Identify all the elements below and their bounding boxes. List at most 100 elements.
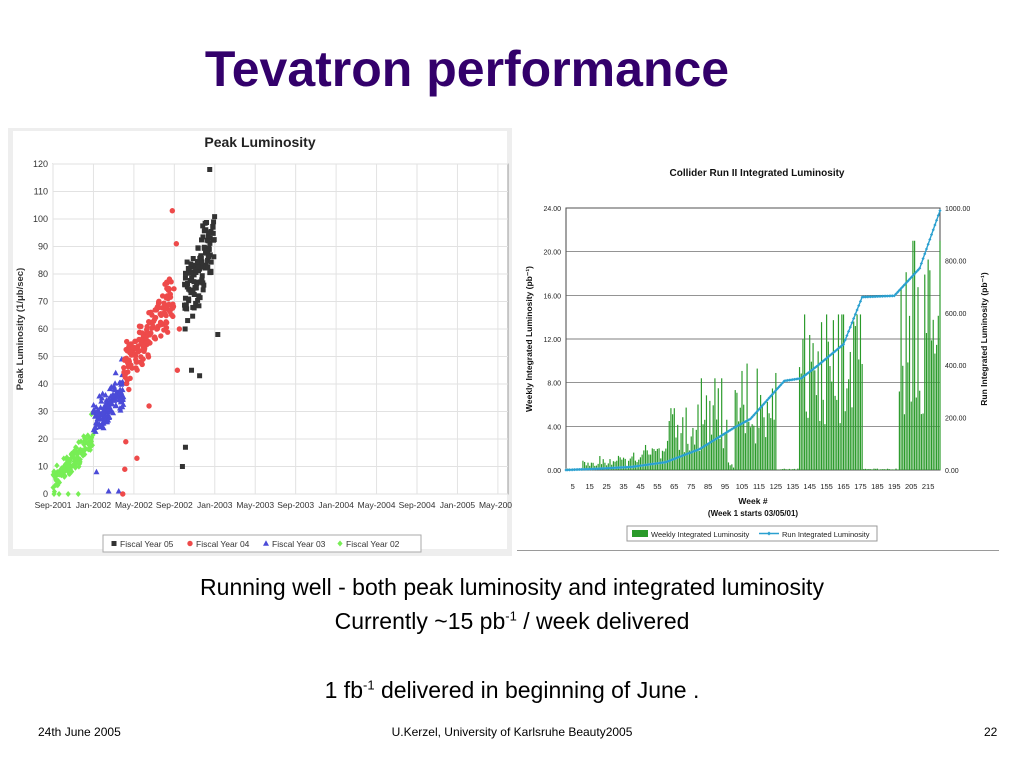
weekly-bar <box>829 366 831 470</box>
data-point <box>199 278 205 284</box>
x-tick-label: 65 <box>670 482 678 491</box>
weekly-bar <box>805 411 807 470</box>
run-marker <box>588 467 592 471</box>
data-point <box>167 307 173 314</box>
weekly-bar <box>851 407 853 470</box>
data-point <box>111 541 117 546</box>
y-tick-label: 80 <box>38 269 48 279</box>
weekly-bar <box>915 397 917 470</box>
weekly-bar <box>787 469 789 470</box>
run-marker <box>821 359 825 363</box>
data-point <box>108 383 115 390</box>
weekly-bar <box>688 450 691 470</box>
weekly-bar <box>934 353 936 470</box>
weekly-bar <box>804 314 806 470</box>
data-point <box>120 491 126 497</box>
run-marker <box>843 338 847 342</box>
weekly-bar <box>705 395 708 470</box>
run-marker <box>818 362 822 366</box>
weekly-bar <box>785 469 787 470</box>
body-line-2: Currently ~15 pb-1 / week delivered <box>334 608 690 634</box>
weekly-bar <box>692 427 694 470</box>
y-tick-label: 4.00 <box>547 424 561 431</box>
weekly-bar <box>590 462 592 470</box>
run-marker <box>759 405 763 410</box>
weekly-bar <box>881 469 884 470</box>
y2-axis-label: Run Integrated Luminosity (pb⁻¹) <box>979 272 989 406</box>
data-point <box>139 361 145 368</box>
data-point <box>104 406 111 412</box>
run-marker <box>899 286 903 291</box>
data-point <box>73 460 79 467</box>
x-tick-label: 205 <box>905 482 918 491</box>
weekly-bar <box>927 259 929 470</box>
weekly-bar <box>677 424 679 470</box>
run-marker <box>752 413 756 417</box>
run-marker <box>713 438 717 442</box>
run-marker <box>803 374 807 378</box>
data-point <box>196 293 202 299</box>
data-point <box>126 386 132 393</box>
weekly-bar <box>912 240 914 470</box>
data-point <box>74 457 80 464</box>
x-tick-label: May-2002 <box>115 500 153 510</box>
run-marker <box>748 417 753 421</box>
weekly-bar <box>827 341 829 470</box>
weekly-bar <box>924 274 926 470</box>
run-marker <box>566 468 570 472</box>
run-marker <box>794 377 798 381</box>
weekly-bar <box>617 455 620 470</box>
weekly-bar <box>886 468 889 470</box>
run-marker <box>919 261 923 266</box>
data-point <box>158 312 164 319</box>
data-point <box>124 377 130 383</box>
run-marker <box>753 411 758 415</box>
data-point <box>182 281 188 287</box>
data-point <box>199 237 205 243</box>
data-point <box>112 369 119 376</box>
data-point <box>93 468 100 475</box>
run-marker <box>860 295 864 299</box>
data-point <box>91 424 98 430</box>
weekly-bar <box>890 469 892 470</box>
y2-tick-label: 600.00 <box>945 311 967 318</box>
data-point <box>195 267 201 273</box>
data-point <box>184 259 190 265</box>
peak-luminosity-chart: Peak Luminosity 0 10 20 30 40 50 60 70 80 90 100 110… <box>8 128 512 556</box>
run-marker <box>796 377 800 381</box>
data-point <box>190 313 196 319</box>
x-tick-label: May-2004 <box>358 500 396 510</box>
weekly-bar <box>910 401 912 470</box>
integrated-luminosity-chart: Collider Run II Integrated Luminosity 0.0… <box>524 168 989 542</box>
data-point <box>206 230 212 236</box>
run-marker <box>884 294 888 298</box>
weekly-bar <box>861 363 863 470</box>
data-point <box>102 392 109 398</box>
data-point <box>122 466 128 472</box>
weekly-bar <box>936 344 938 470</box>
run-marker <box>774 388 778 393</box>
run-marker <box>926 242 930 246</box>
data-point <box>135 343 141 349</box>
weekly-bar <box>836 399 838 470</box>
x-tick-label: 15 <box>586 482 594 491</box>
weekly-bar <box>717 388 719 470</box>
data-point <box>134 455 140 461</box>
weekly-bar <box>597 463 599 470</box>
run-marker <box>891 294 895 298</box>
y-tick-label: 8.00 <box>547 381 561 388</box>
data-point <box>192 285 198 291</box>
x-tick-label: Jan-2003 <box>197 500 233 510</box>
data-point <box>126 357 132 363</box>
weekly-bar <box>908 315 911 470</box>
weekly-bar <box>678 449 680 470</box>
data-point <box>145 354 152 360</box>
run-marker <box>840 344 844 348</box>
data-point <box>136 329 143 336</box>
run-marker <box>902 283 907 287</box>
data-point <box>205 264 211 270</box>
run-marker <box>921 257 925 261</box>
weekly-bar <box>839 423 841 470</box>
data-point <box>85 441 92 448</box>
legend-box <box>102 534 422 553</box>
